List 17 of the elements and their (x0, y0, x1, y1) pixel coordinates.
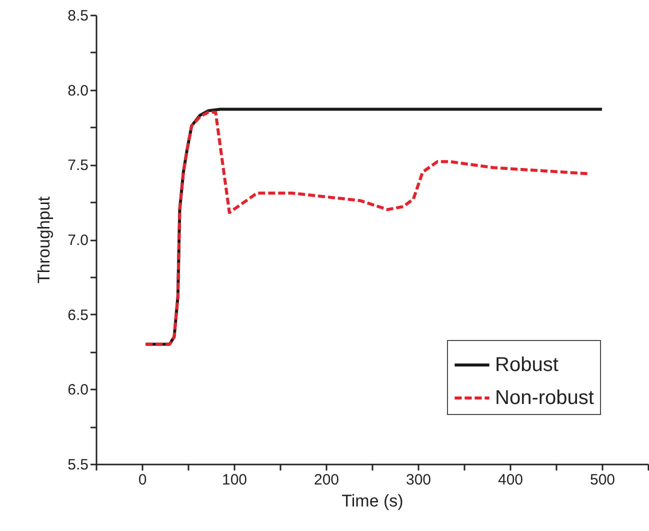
y-axis-title: Throughput (34, 196, 54, 284)
y-tick-label: 6.5 (68, 306, 88, 324)
x-axis-title: Time (s) (342, 492, 404, 510)
x-tick-label: 500 (590, 472, 616, 488)
x-tick-label: 200 (314, 472, 340, 488)
text: 8.0 (68, 82, 88, 100)
y-tick-label: 5.5 (68, 456, 88, 474)
y-tick-label: 8.5 (68, 8, 88, 24)
x-tick-label: 300 (406, 472, 432, 488)
legend-label: Robust (495, 354, 559, 376)
legend-label: Non-robust (495, 387, 594, 409)
text: 7.0 (68, 232, 88, 249)
x-tick-label: 0 (138, 472, 147, 488)
x-tick-label: 100 (222, 472, 248, 488)
y-tick-label: 7.5 (68, 157, 88, 174)
x-tick-label: 400 (498, 472, 524, 488)
text: 6.0 (68, 382, 88, 399)
